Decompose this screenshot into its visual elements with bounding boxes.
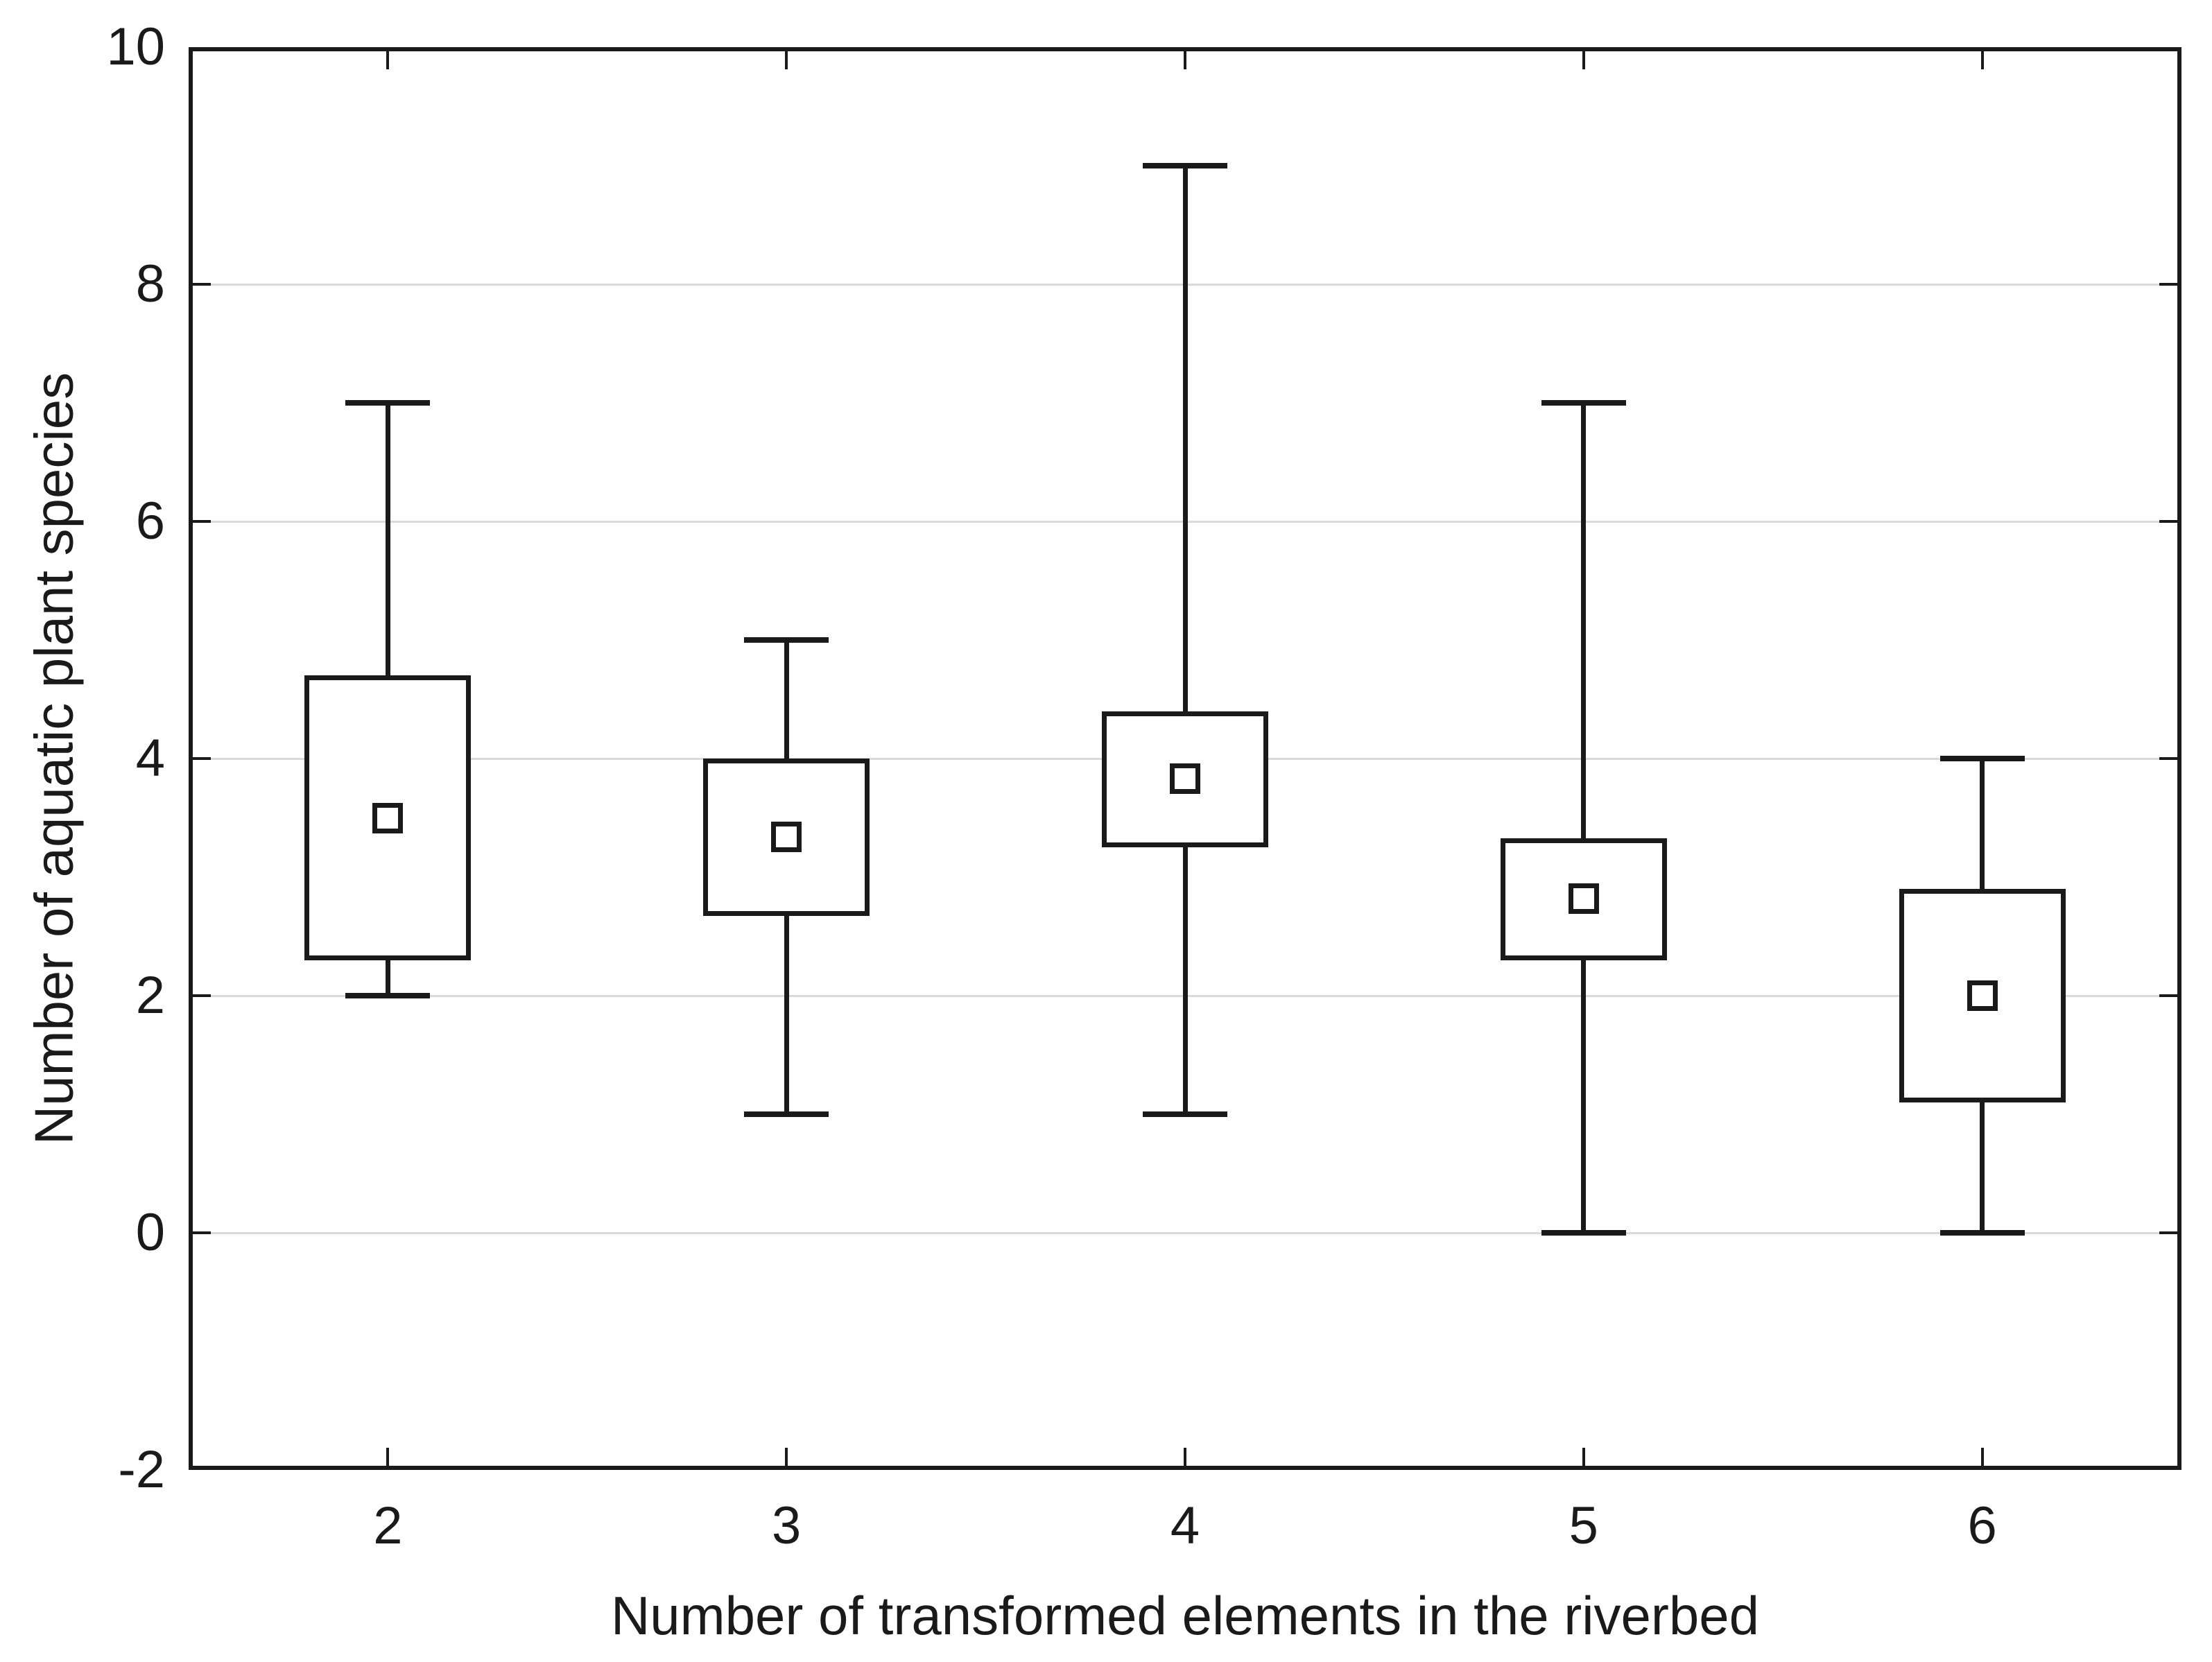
plot-area bbox=[189, 47, 2181, 1470]
x-tick bbox=[1184, 1448, 1186, 1466]
y-tick-right bbox=[2159, 994, 2177, 997]
x-axis-title: Number of transformed elements in the ri… bbox=[610, 1585, 1760, 1646]
x-tick-label: 5 bbox=[1569, 1496, 1598, 1555]
y-tick-label: 6 bbox=[135, 492, 165, 551]
x-tick bbox=[386, 1448, 390, 1466]
whisker-cap-bottom bbox=[1939, 1230, 2025, 1236]
x-tick-label: 3 bbox=[772, 1496, 802, 1555]
y-tick-label: 10 bbox=[106, 17, 165, 76]
x-tick bbox=[1582, 1448, 1585, 1466]
y-tick-right bbox=[2159, 283, 2177, 286]
x-tick-label: 2 bbox=[373, 1496, 403, 1555]
x-tick-top bbox=[1980, 51, 1984, 69]
y-tick-label: -2 bbox=[118, 1440, 165, 1499]
mean-marker bbox=[1568, 883, 1599, 914]
y-tick-label: 0 bbox=[135, 1203, 165, 1262]
whisker-cap-bottom bbox=[744, 1111, 829, 1117]
whisker-cap-top bbox=[744, 637, 829, 643]
x-tick-top bbox=[1184, 51, 1186, 69]
x-tick-top bbox=[1582, 51, 1585, 69]
mean-marker bbox=[771, 821, 802, 852]
y-tick bbox=[193, 757, 211, 760]
mean-marker bbox=[1170, 763, 1200, 795]
y-tick bbox=[193, 1231, 211, 1234]
whisker-cap-top bbox=[1939, 756, 2025, 761]
y-tick-right bbox=[2159, 1231, 2177, 1234]
y-tick-right bbox=[2159, 520, 2177, 523]
y-tick-right bbox=[2159, 757, 2177, 760]
mean-marker bbox=[1967, 980, 1998, 1011]
whisker-cap-bottom bbox=[1541, 1230, 1626, 1236]
y-tick bbox=[193, 283, 211, 286]
y-tick bbox=[193, 994, 211, 997]
x-tick bbox=[785, 1448, 788, 1466]
x-tick-top bbox=[785, 51, 788, 69]
whisker-cap-bottom bbox=[345, 993, 431, 998]
whisker-line bbox=[1182, 166, 1188, 1114]
whisker-cap-top bbox=[345, 400, 431, 406]
x-tick-label: 6 bbox=[1967, 1496, 1997, 1555]
gridline bbox=[193, 1232, 2177, 1234]
whisker-cap-bottom bbox=[1143, 1111, 1227, 1117]
whisker-cap-top bbox=[1541, 400, 1626, 406]
x-tick-label: 4 bbox=[1170, 1496, 1200, 1555]
x-tick bbox=[1980, 1448, 1984, 1466]
whisker-line bbox=[1581, 403, 1587, 1233]
y-tick-label: 4 bbox=[135, 729, 165, 788]
y-tick-label: 8 bbox=[135, 254, 165, 313]
mean-marker bbox=[372, 802, 404, 833]
x-tick-top bbox=[386, 51, 390, 69]
whisker-cap-top bbox=[1143, 163, 1227, 168]
y-tick-label: 2 bbox=[135, 966, 165, 1025]
y-tick bbox=[193, 520, 211, 523]
